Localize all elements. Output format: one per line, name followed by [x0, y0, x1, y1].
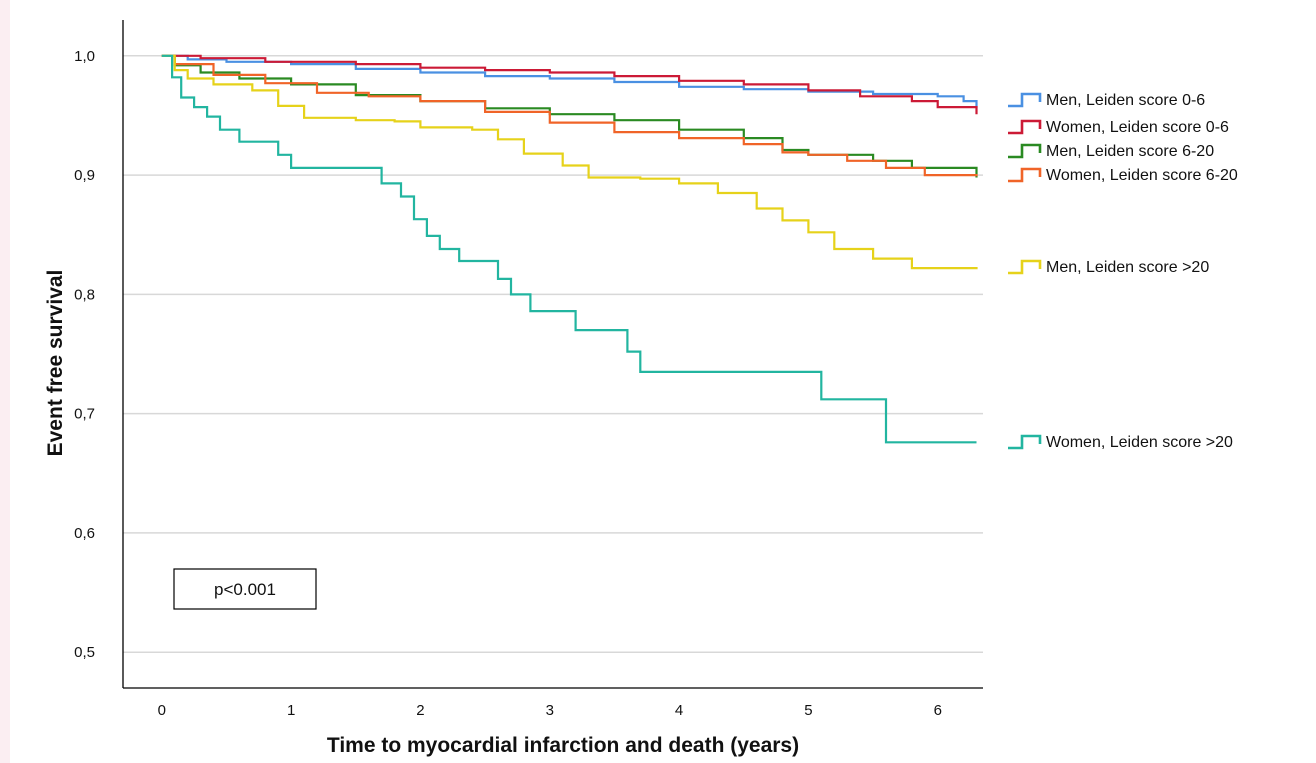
series-line-women-leiden-score-0-6	[161, 54, 978, 115]
legend-label: Women, Leiden score >20	[1046, 434, 1233, 451]
chart-panel: 0,5 0,6 0,7 0,8 0,9 1,0 0 1 2 3 4 5 6 Men, Leiden sc…	[10, 0, 1316, 763]
legend-label: Men, Leiden score >20	[1046, 259, 1209, 276]
x-tick-label: 5	[804, 702, 812, 719]
x-tick-label: 3	[546, 702, 554, 719]
y-tick-label: 0,5	[74, 644, 95, 661]
series-line-men-leiden-score-20	[161, 54, 978, 270]
legend-item-women-leiden-score-20: Women, Leiden score >20	[1008, 434, 1233, 451]
x-tick-label: 2	[416, 702, 424, 719]
legend-label: Women, Leiden score 0-6	[1046, 119, 1229, 136]
km-survival-chart: 0,5 0,6 0,7 0,8 0,9 1,0 0 1 2 3 4 5 6 Men, Leiden sc…	[44, 20, 1238, 757]
legend-swatch	[1008, 143, 1042, 159]
x-axis-title: Time to myocardial infarction and death …	[327, 734, 799, 757]
y-tick-label: 0,9	[74, 167, 95, 184]
y-tick-label: 0,8	[74, 286, 95, 303]
y-tick-label: 0,7	[74, 406, 95, 423]
legend-swatch	[1008, 259, 1042, 275]
legend-item-women-leiden-score-6-20: Women, Leiden score 6-20	[1008, 167, 1238, 184]
y-axis-title: Event free survival	[44, 270, 67, 457]
x-tick-label: 0	[158, 702, 166, 719]
series-lines	[161, 54, 978, 444]
legend-label: Men, Leiden score 0-6	[1046, 92, 1205, 109]
series-line-women-leiden-score-6-20	[161, 54, 978, 177]
series-line-men-leiden-score-0-6	[161, 54, 978, 109]
series-line-women-leiden-score-20	[161, 54, 977, 444]
axes: 0,5 0,6 0,7 0,8 0,9 1,0 0 1 2 3 4 5 6	[74, 20, 983, 719]
x-tick-label: 6	[934, 702, 942, 719]
y-tick-label: 1,0	[74, 48, 95, 65]
series-line-men-leiden-score-6-20	[161, 54, 978, 178]
x-tick-label: 1	[287, 702, 295, 719]
gridlines	[123, 55, 983, 653]
p-value-box: p<0.001	[173, 568, 317, 610]
legend-swatch	[1008, 92, 1042, 108]
legend-swatch	[1008, 119, 1042, 135]
legend-swatch	[1008, 167, 1042, 183]
legend-swatch	[1008, 434, 1042, 450]
x-tick-label: 4	[675, 702, 683, 719]
legend-item-men-leiden-score-0-6: Men, Leiden score 0-6	[1008, 92, 1205, 109]
legend: Men, Leiden score 0-6 Women, Leiden score…	[1008, 92, 1238, 451]
p-value-label: p<0.001	[214, 580, 276, 599]
legend-label: Men, Leiden score 6-20	[1046, 143, 1214, 160]
legend-item-women-leiden-score-0-6: Women, Leiden score 0-6	[1008, 119, 1229, 136]
legend-label: Women, Leiden score 6-20	[1046, 167, 1238, 184]
legend-item-men-leiden-score-6-20: Men, Leiden score 6-20	[1008, 143, 1214, 160]
y-tick-label: 0,6	[74, 525, 95, 542]
legend-item-men-leiden-score-20: Men, Leiden score >20	[1008, 259, 1209, 276]
